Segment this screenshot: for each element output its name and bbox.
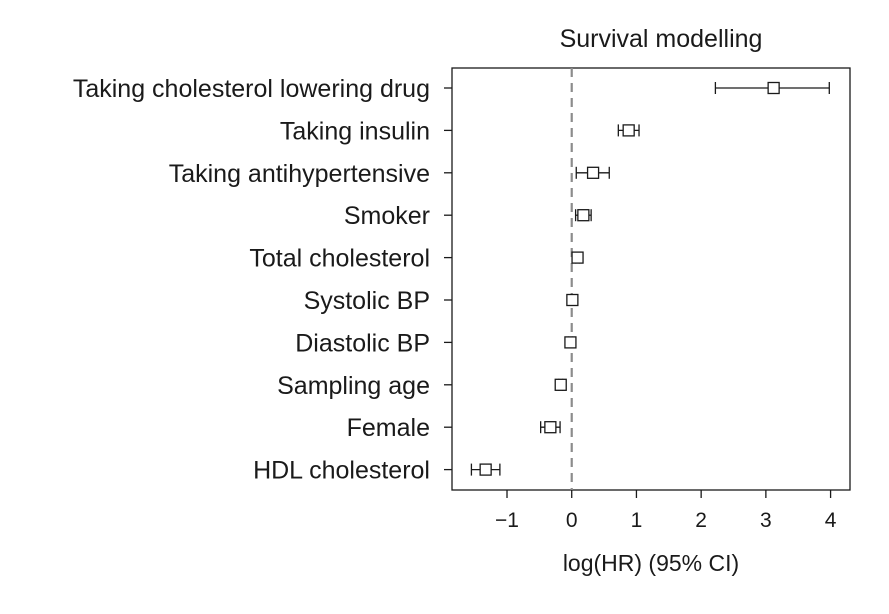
estimate-marker [479,463,492,476]
x-tick-label: −1 [495,509,519,532]
x-axis-label: log(HR) (95% CI) [563,550,739,576]
y-tick-label: Taking antihypertensive [169,160,430,188]
x-tick-label: 1 [631,509,643,532]
estimate-marker [554,378,567,391]
data-marks [470,81,830,476]
estimate-marker [564,336,577,349]
y-tick-label: Systolic BP [304,287,430,315]
y-tick-label: Smoker [344,202,430,230]
estimate-marker [571,251,584,264]
x-tick-label: 3 [760,509,772,532]
chart-title: Survival modelling [560,25,763,53]
estimate-marker [622,124,635,137]
x-axis: −1 0 1 2 3 4 [495,490,837,532]
y-tick-label: Taking insulin [280,117,430,145]
x-tick-label: 4 [825,509,837,532]
y-tick-label: Diastolic BP [295,329,430,357]
y-tick-label: Female [347,414,430,442]
y-tick-label: Sampling age [277,372,430,400]
y-axis: Taking cholesterol lowering drug Taking i… [73,75,452,485]
plot-frame [451,67,851,491]
estimate-marker [767,81,780,95]
x-tick-label: 2 [695,509,707,532]
estimate-marker [586,166,600,179]
x-tick-label: 0 [566,509,578,532]
y-tick-label: Total cholesterol [249,245,430,273]
y-tick-label: Taking cholesterol lowering drug [73,75,430,103]
estimate-marker [577,209,590,222]
y-tick-label: HDL cholesterol [253,457,430,485]
estimate-marker [566,293,579,307]
estimate-marker [544,421,557,434]
